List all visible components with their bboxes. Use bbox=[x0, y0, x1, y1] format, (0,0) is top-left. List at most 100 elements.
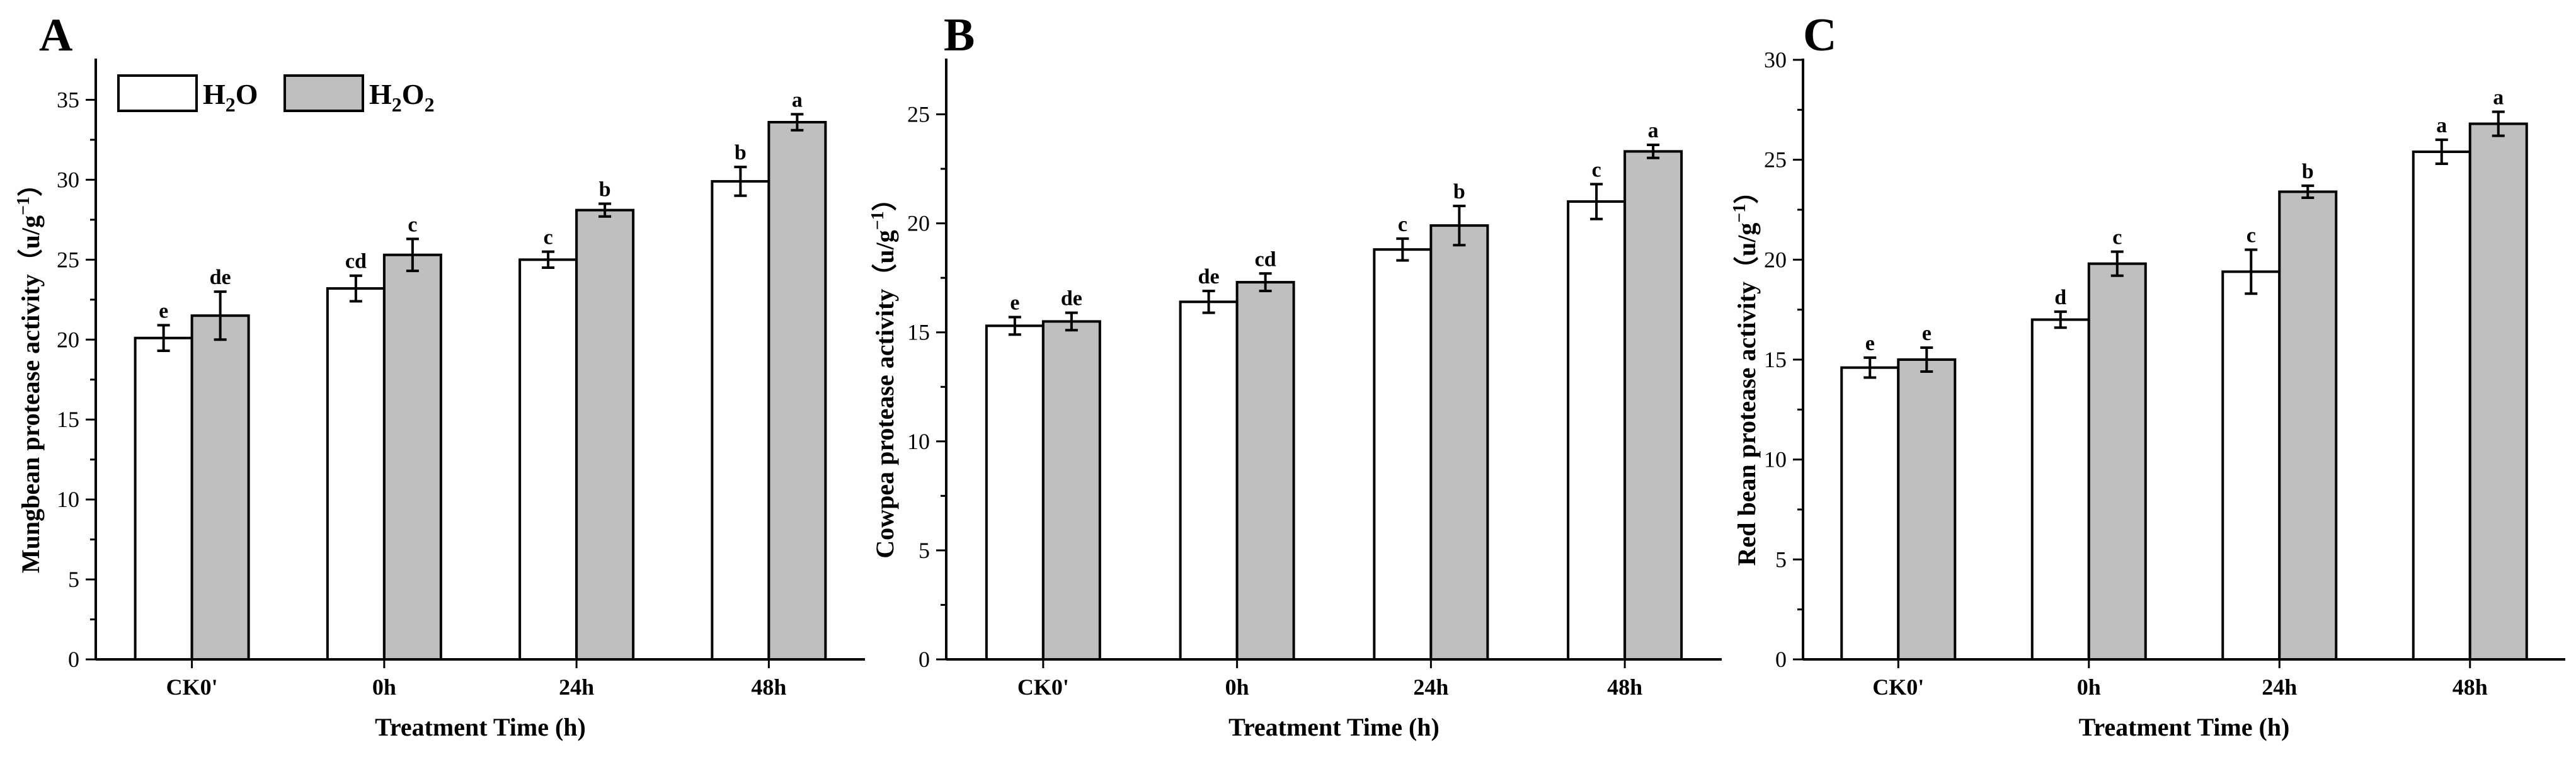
y-axis-title-superscript: −1 bbox=[1730, 204, 1749, 223]
significance-letter: c bbox=[1398, 213, 1407, 236]
legend-text-base: H bbox=[203, 78, 226, 110]
bar-h2o2-2 bbox=[1429, 224, 1489, 661]
panel-letter: B bbox=[944, 9, 975, 61]
x-axis-title: Treatment Time (h) bbox=[1228, 713, 1440, 741]
significance-letter: e bbox=[159, 299, 168, 322]
y-tick-label: 0 bbox=[68, 647, 79, 672]
chart-panel-b: Be de CK0' de cd 0h c b 24h c a 48h 0 5 10 15 20 25 Treatm… bbox=[868, 9, 1722, 741]
bar-h2o-1 bbox=[2030, 318, 2090, 661]
y-tick-label: 5 bbox=[1775, 547, 1787, 572]
significance-letter: d bbox=[2054, 286, 2066, 309]
bar-h2o2-3 bbox=[767, 121, 827, 661]
y-axis-title-superscript: −1 bbox=[868, 211, 888, 230]
bar-h2o-1 bbox=[1179, 300, 1239, 661]
y-tick-label: 20 bbox=[1764, 247, 1787, 272]
bar-h2o2-1 bbox=[1235, 281, 1295, 661]
significance-letter: a bbox=[1648, 119, 1659, 142]
y-tick-label: 5 bbox=[68, 567, 79, 592]
significance-letter: de bbox=[1198, 265, 1220, 288]
y-tick-label: 15 bbox=[1764, 347, 1787, 372]
bar-h2o2-2 bbox=[575, 208, 635, 661]
significance-letter: e bbox=[1865, 332, 1875, 355]
legend: H2O H2O2 bbox=[117, 74, 435, 116]
significance-letter: e bbox=[1010, 291, 1019, 314]
y-axis-title-text: Mungbean protease activity（u/g bbox=[16, 215, 45, 573]
y-tick-label: 35 bbox=[57, 87, 79, 112]
significance-letter: b bbox=[735, 141, 747, 164]
x-tick-label: 24h bbox=[1413, 674, 1448, 700]
x-tick-label: 24h bbox=[559, 674, 594, 700]
bar-h2o-2 bbox=[2221, 270, 2281, 661]
legend-text-rest: O bbox=[402, 78, 425, 110]
bar-h2o2-1 bbox=[2087, 262, 2147, 661]
bar-h2o-1 bbox=[326, 287, 386, 661]
y-axis-title: Mungbean protease activity（u/g−1） bbox=[14, 171, 45, 573]
legend-swatch-h2o2 bbox=[283, 74, 364, 112]
significance-letter: de bbox=[1061, 287, 1082, 310]
bar-h2o2-1 bbox=[382, 253, 442, 661]
significance-letter: cd bbox=[345, 250, 367, 273]
significance-letter: c bbox=[1592, 158, 1601, 181]
y-axis-title-end: ） bbox=[1732, 179, 1761, 204]
y-tick-label: 0 bbox=[1775, 647, 1787, 672]
bar-h2o2-3 bbox=[1623, 150, 1683, 661]
significance-letter: b bbox=[1453, 180, 1465, 203]
significance-letter: a bbox=[2493, 86, 2504, 110]
chart-panel-c: Ce e CK0' d c 0h c b 24h a a 48h 0 5 10 15 20 25 30 Treatme… bbox=[1730, 9, 2565, 741]
y-tick-label: 15 bbox=[57, 407, 79, 432]
y-axis-title-end: ） bbox=[16, 171, 45, 196]
legend-swatch-h2o bbox=[117, 74, 198, 112]
significance-letter: e bbox=[1922, 322, 1932, 345]
x-tick-label: CK0' bbox=[166, 674, 218, 700]
x-tick-label: 0h bbox=[372, 674, 396, 700]
y-tick-label: 30 bbox=[57, 167, 79, 192]
x-tick-label: 0h bbox=[1225, 674, 1249, 700]
significance-letter: c bbox=[408, 213, 417, 236]
y-tick-label: 25 bbox=[1764, 147, 1787, 173]
bar-h2o2-0 bbox=[1897, 358, 1957, 661]
bar-h2o-3 bbox=[711, 179, 770, 661]
y-axis-title: Cowpea protease activity（u/g−1） bbox=[868, 186, 899, 558]
bar-h2o-0 bbox=[985, 324, 1045, 661]
x-tick-label: 24h bbox=[2262, 674, 2297, 700]
bar-h2o2-0 bbox=[190, 314, 250, 661]
bar-h2o-0 bbox=[1840, 366, 1900, 661]
y-tick-label: 30 bbox=[1764, 47, 1787, 72]
legend-label-h2o: H2O bbox=[203, 78, 258, 116]
y-tick-label: 10 bbox=[1764, 447, 1787, 472]
bar-h2o2-3 bbox=[2468, 122, 2528, 661]
y-axis-title: Red bean protease activity（u/g−1） bbox=[1730, 179, 1761, 566]
y-tick-label: 10 bbox=[907, 429, 930, 454]
bar-h2o-3 bbox=[2412, 150, 2471, 661]
y-tick-label: 20 bbox=[907, 211, 930, 236]
x-tick-label: CK0' bbox=[1872, 674, 1924, 700]
panel-letter: A bbox=[39, 9, 72, 61]
y-axis-title-end: ） bbox=[871, 186, 899, 211]
significance-letter: de bbox=[210, 266, 231, 289]
y-tick-label: 0 bbox=[919, 647, 930, 672]
y-axis-title-superscript: −1 bbox=[14, 196, 33, 215]
legend-text-base: H bbox=[369, 78, 392, 110]
significance-letter: a bbox=[2436, 114, 2447, 137]
y-tick-label: 5 bbox=[919, 538, 930, 563]
y-tick-label: 10 bbox=[57, 487, 79, 512]
y-axis-title-text: Cowpea protease activity（u/g bbox=[871, 230, 899, 558]
significance-letter: cd bbox=[1255, 248, 1276, 271]
x-tick-label: 48h bbox=[1607, 674, 1642, 700]
y-tick-label: 15 bbox=[907, 320, 930, 345]
significance-letter: c bbox=[2112, 226, 2122, 249]
significance-letter: c bbox=[544, 226, 553, 249]
bar-h2o2-2 bbox=[2278, 190, 2338, 661]
legend-label-h2o2: H2O2 bbox=[369, 78, 435, 116]
significance-letter: a bbox=[792, 88, 803, 111]
bar-h2o-3 bbox=[1567, 200, 1627, 661]
x-axis-title: Treatment Time (h) bbox=[375, 713, 586, 741]
significance-letter: b bbox=[2302, 160, 2314, 183]
x-tick-label: CK0' bbox=[1017, 674, 1069, 700]
chart-panel-a: Ae de CK0' cd c 0h c b 24h b a 48h 0 5 10 15 20 25 30 35 Tre… bbox=[14, 9, 865, 741]
panel-letter: C bbox=[1803, 9, 1836, 61]
y-tick-label: 20 bbox=[57, 327, 79, 352]
bar-h2o-2 bbox=[518, 258, 578, 661]
legend-text-rest: O bbox=[236, 78, 258, 110]
legend-text-subscript: 2 bbox=[392, 93, 402, 116]
